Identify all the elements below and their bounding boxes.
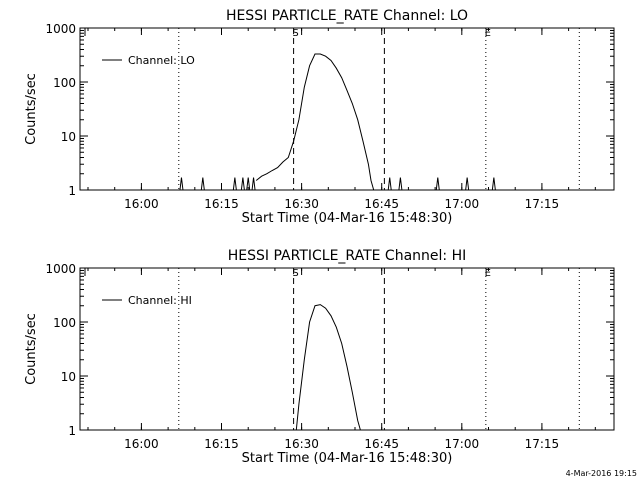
data-spike — [491, 177, 496, 191]
plot-lo: HESSI PARTICLE_RATE Channel: LO 16:00 16:1… — [24, 8, 615, 226]
x-tick-label: 16:30 — [284, 197, 319, 211]
data-spike — [398, 177, 403, 191]
marker-label: E — [485, 268, 491, 279]
x-tick-label: 16:45 — [364, 197, 399, 211]
y-tick-label: 1 — [68, 184, 76, 198]
y-axis-label: Counts/sec — [24, 313, 39, 385]
chart-title: HESSI PARTICLE_RATE Channel: HI — [228, 248, 466, 264]
plot-hi: HESSI PARTICLE_RATE Channel: HI 16:00 16:1… — [24, 248, 615, 466]
x-tick-label: 16:45 — [364, 437, 399, 451]
plot-frame — [79, 267, 615, 431]
data-spike — [200, 177, 205, 191]
data-spike — [179, 177, 184, 191]
y-tick-label: 100 — [53, 316, 76, 330]
chart-title: HESSI PARTICLE_RATE Channel: LO — [226, 8, 468, 24]
x-axis-label: Start Time (04-Mar-16 15:48:30) — [242, 451, 453, 466]
y-axis-label: Counts/sec — [24, 73, 39, 145]
marker-label: S — [292, 268, 298, 279]
legend-label: Channel: LO — [128, 54, 195, 67]
y-tick-label: 1 — [68, 424, 76, 438]
marker-label: E — [485, 28, 491, 39]
x-tick-label: 17:00 — [445, 197, 480, 211]
x-tick-label: 16:00 — [124, 197, 159, 211]
data-spike — [387, 177, 392, 191]
y-tick-label: 10 — [61, 370, 76, 384]
data-spike — [246, 177, 251, 191]
x-tick-label: 16:30 — [284, 437, 319, 451]
x-tick-label: 17:00 — [445, 437, 480, 451]
data-spike — [465, 177, 470, 191]
series-line — [255, 53, 375, 191]
timestamp: 4-Mar-2016 19:15 — [566, 469, 637, 478]
series-line — [295, 304, 361, 431]
x-tick-label: 16:00 — [124, 437, 159, 451]
y-tick-label: 1000 — [45, 262, 76, 276]
x-axis-label: Start Time (04-Mar-16 15:48:30) — [242, 211, 453, 226]
marker-label: S — [292, 28, 298, 39]
data-spike — [251, 177, 256, 191]
plot-frame — [79, 27, 615, 191]
y-tick-label: 1000 — [45, 22, 76, 36]
x-tick-label: 16:15 — [204, 197, 239, 211]
x-tick-label: 17:15 — [525, 437, 560, 451]
x-tick-label: 16:15 — [204, 437, 239, 451]
data-spike — [232, 177, 237, 191]
x-tick-label: 17:15 — [525, 197, 560, 211]
data-spike — [435, 177, 440, 191]
y-tick-label: 10 — [61, 130, 76, 144]
y-tick-label: 100 — [53, 76, 76, 90]
legend-label: Channel: HI — [128, 294, 192, 307]
data-spike — [240, 177, 245, 191]
